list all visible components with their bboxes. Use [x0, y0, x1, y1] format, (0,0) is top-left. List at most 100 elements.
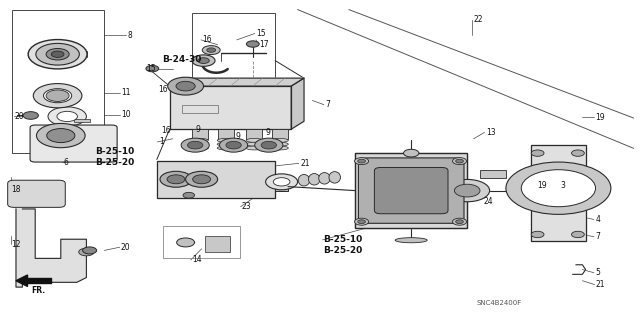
Bar [480, 170, 506, 178]
Circle shape [33, 84, 82, 108]
Circle shape [445, 180, 490, 202]
Text: 3: 3 [561, 181, 566, 190]
Circle shape [36, 123, 85, 148]
Circle shape [456, 159, 463, 163]
Text: 1: 1 [159, 137, 163, 146]
Bar [157, 161, 275, 198]
Ellipse shape [298, 174, 310, 186]
Ellipse shape [218, 146, 234, 150]
Text: B-25-20: B-25-20 [323, 246, 362, 255]
Text: 21: 21 [301, 159, 310, 168]
Polygon shape [291, 78, 304, 129]
Bar [182, 105, 218, 113]
Circle shape [181, 138, 209, 152]
FancyBboxPatch shape [374, 167, 448, 214]
Circle shape [220, 138, 248, 152]
Circle shape [531, 150, 544, 156]
Text: 15: 15 [146, 64, 156, 73]
Text: B-24-30: B-24-30 [162, 56, 202, 64]
Text: 9: 9 [195, 125, 200, 134]
Text: 19: 19 [538, 181, 547, 190]
Circle shape [355, 158, 369, 165]
Polygon shape [170, 86, 291, 129]
Text: 7: 7 [595, 232, 600, 241]
Circle shape [79, 248, 94, 256]
Text: 19: 19 [595, 113, 605, 122]
Circle shape [160, 171, 192, 187]
Ellipse shape [192, 138, 209, 142]
Circle shape [183, 192, 195, 198]
Text: B-25-10: B-25-10 [323, 235, 362, 244]
Circle shape [146, 65, 159, 72]
Bar [74, 119, 90, 122]
Circle shape [48, 107, 86, 126]
Circle shape [521, 170, 595, 207]
Circle shape [454, 184, 480, 197]
Circle shape [452, 218, 467, 225]
Text: 20: 20 [15, 112, 24, 121]
Circle shape [506, 162, 611, 214]
Circle shape [192, 55, 215, 66]
Circle shape [23, 112, 38, 119]
Text: 21: 21 [595, 280, 605, 289]
Ellipse shape [192, 142, 209, 146]
Circle shape [193, 175, 211, 184]
Text: 13: 13 [486, 128, 496, 137]
Circle shape [176, 81, 195, 91]
Circle shape [83, 247, 97, 254]
Text: 9: 9 [266, 128, 271, 137]
Ellipse shape [308, 174, 320, 185]
Text: 4: 4 [595, 215, 600, 224]
Ellipse shape [246, 142, 263, 146]
Circle shape [51, 51, 64, 57]
Polygon shape [16, 209, 86, 287]
Bar [12, 10, 104, 153]
Ellipse shape [272, 142, 288, 146]
Circle shape [255, 138, 283, 152]
Bar [163, 226, 240, 258]
Circle shape [167, 175, 185, 184]
Circle shape [44, 89, 72, 103]
Text: 14: 14 [192, 256, 202, 264]
Circle shape [266, 174, 298, 190]
Circle shape [46, 90, 69, 101]
Polygon shape [170, 78, 304, 86]
Bar [205, 236, 230, 252]
Text: 10: 10 [122, 110, 131, 119]
Bar [275, 182, 288, 191]
Circle shape [261, 141, 276, 149]
Text: 23: 23 [242, 202, 252, 211]
Circle shape [57, 111, 77, 122]
Ellipse shape [272, 146, 288, 150]
Ellipse shape [246, 146, 263, 150]
Text: 16: 16 [158, 85, 168, 94]
Text: B-25-10: B-25-10 [95, 147, 134, 156]
Circle shape [168, 77, 204, 95]
Text: SNC4B2400F: SNC4B2400F [477, 300, 522, 306]
Ellipse shape [272, 138, 288, 142]
Text: FR.: FR. [31, 286, 45, 295]
Ellipse shape [218, 142, 234, 146]
Ellipse shape [246, 138, 263, 142]
Ellipse shape [218, 138, 234, 142]
Text: 11: 11 [122, 88, 131, 97]
Circle shape [246, 41, 259, 47]
Text: 24: 24 [483, 197, 493, 206]
Circle shape [572, 231, 584, 238]
Text: 18: 18 [12, 185, 21, 194]
Circle shape [46, 48, 69, 60]
Bar [246, 129, 262, 139]
Bar [531, 145, 586, 241]
Circle shape [273, 178, 290, 186]
Circle shape [207, 48, 216, 52]
Text: 8: 8 [128, 31, 132, 40]
Text: 5: 5 [595, 268, 600, 277]
Bar [192, 13, 275, 83]
Circle shape [47, 129, 75, 143]
FancyBboxPatch shape [8, 180, 65, 207]
Text: 12: 12 [12, 240, 21, 249]
Circle shape [188, 141, 203, 149]
Circle shape [177, 238, 195, 247]
Bar [355, 153, 467, 228]
Text: 6: 6 [64, 158, 69, 167]
